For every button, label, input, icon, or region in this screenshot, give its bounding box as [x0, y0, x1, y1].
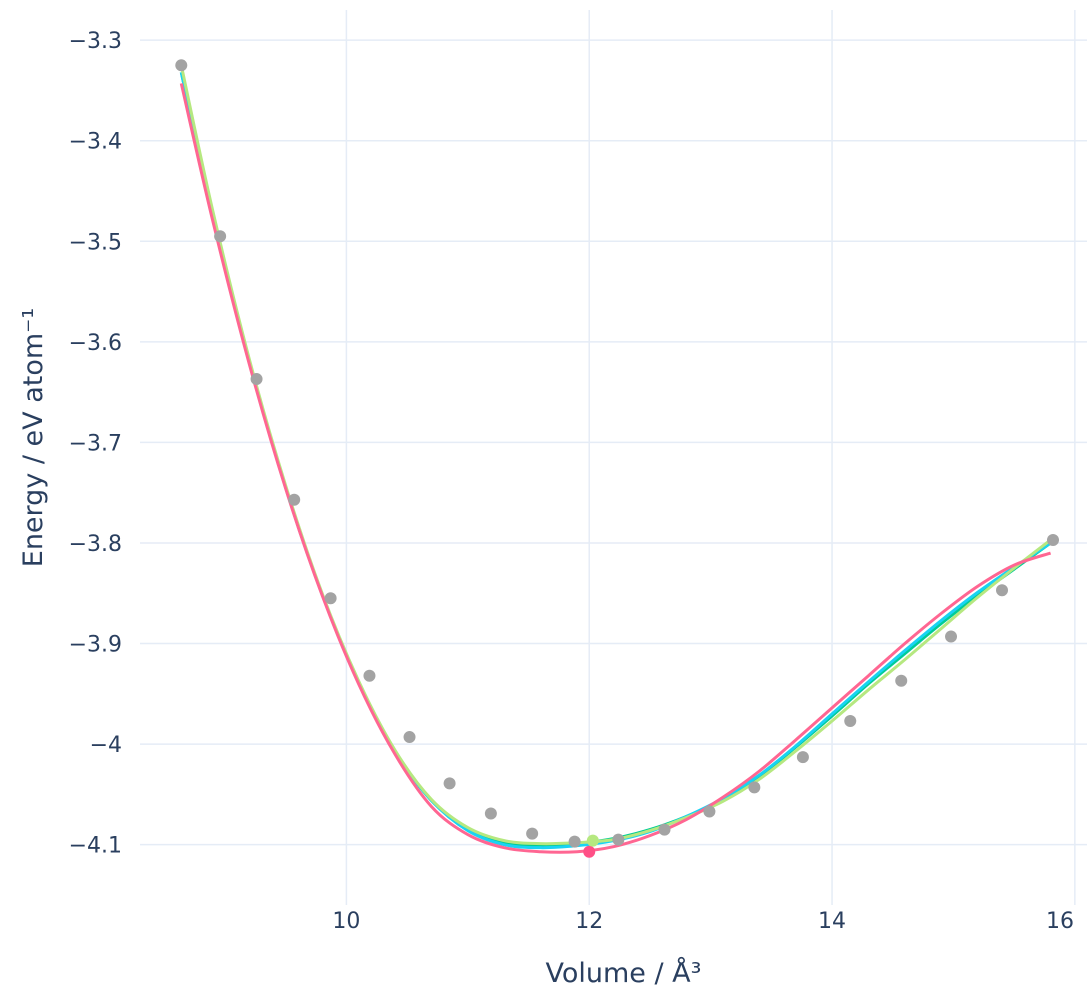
y-tick-labels: −3.3 −3.4 −3.5 −3.6 −3.7 −3.8 −3.9 −4 −4.1: [69, 29, 122, 858]
data-point: [748, 781, 761, 794]
x-tick-label: 14: [818, 909, 846, 934]
y-tick-label: −3.3: [69, 29, 122, 54]
series-line: [179, 72, 1052, 850]
data-point: [175, 59, 188, 72]
data-point: [844, 714, 857, 727]
data-point: [526, 827, 539, 840]
data-point: [658, 823, 671, 836]
x-tick-labels: 10 12 14 16: [332, 909, 1074, 934]
y-tick-label: −3.8: [69, 532, 122, 557]
data-point: [945, 630, 958, 643]
data-point: [214, 230, 227, 243]
data-point: [363, 669, 376, 682]
data-point: [583, 845, 596, 858]
gridlines: [140, 10, 1087, 905]
y-tick-label: −3.7: [69, 431, 122, 456]
y-axis-title: Energy / eV atom⁻¹: [18, 308, 49, 567]
data-point: [796, 751, 809, 764]
data-point: [403, 731, 416, 744]
data-point: [250, 373, 263, 386]
data-point: [443, 777, 456, 790]
x-tick-label: 16: [1046, 909, 1074, 934]
data-point: [1047, 533, 1060, 546]
series-group: [175, 59, 1060, 858]
data-point: [612, 833, 625, 846]
data-point: [484, 807, 497, 820]
series-line: [179, 72, 1052, 848]
data-point: [895, 674, 908, 687]
y-tick-label: −4: [90, 733, 122, 758]
series-line: [179, 64, 1052, 846]
y-tick-label: −3.5: [69, 230, 122, 255]
x-axis-title: Volume / Å³: [546, 957, 702, 989]
data-point: [568, 835, 581, 848]
y-tick-label: −3.4: [69, 130, 122, 155]
y-tick-label: −3.9: [69, 633, 122, 658]
y-tick-label: −3.6: [69, 331, 122, 356]
data-point: [996, 584, 1009, 597]
series-line: [179, 83, 1052, 854]
x-tick-label: 10: [332, 909, 360, 934]
data-point: [288, 493, 301, 506]
y-tick-label: −4.1: [69, 834, 122, 859]
data-point: [324, 592, 337, 605]
x-tick-label: 12: [575, 909, 603, 934]
data-point: [586, 834, 599, 847]
data-point: [703, 805, 716, 818]
